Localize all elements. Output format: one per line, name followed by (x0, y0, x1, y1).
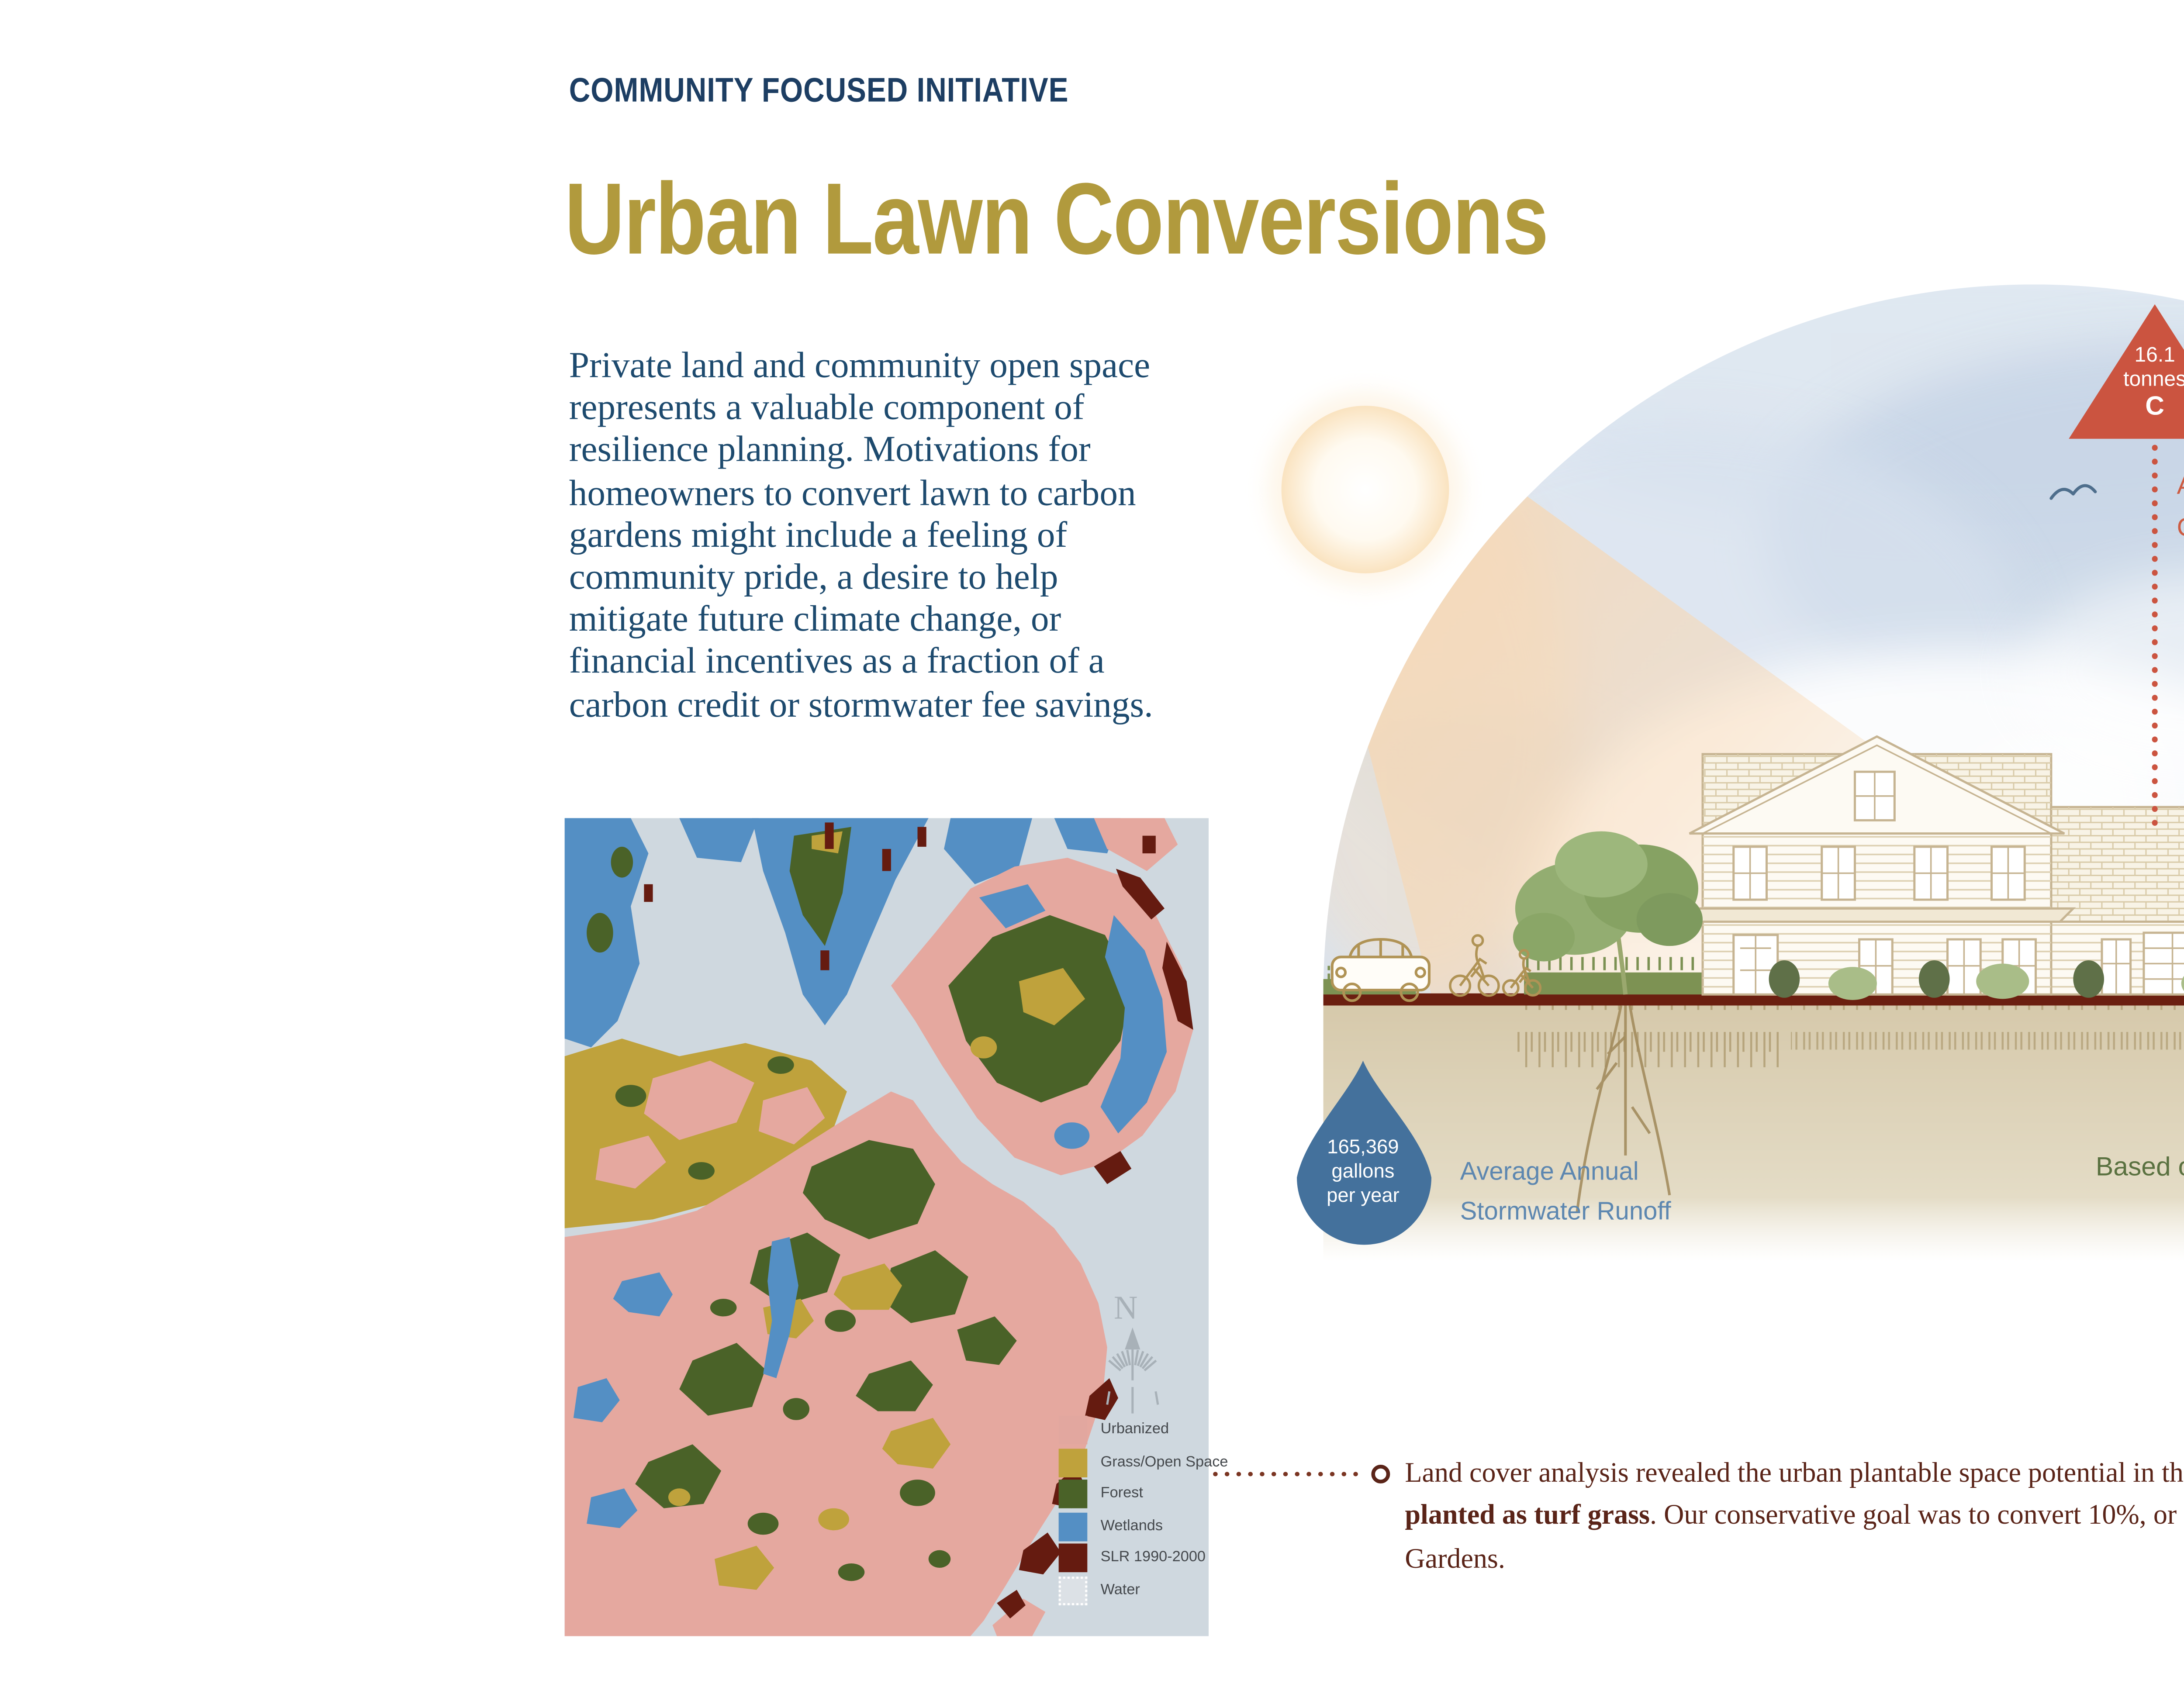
runoff-label: Average Annual Stormwater Runoff (1460, 1153, 1671, 1233)
map-legend: Urbanized Grass/Open Space Forest Wetlan… (1058, 1415, 1301, 1609)
label-line: Stormwater Runoff (1460, 1199, 1671, 1226)
legend-label: Water (1100, 1583, 1140, 1599)
household-carbon-label: Average Annual Household Carbon Footprin… (2177, 467, 2184, 550)
sky-dome (1323, 284, 2184, 995)
element-symbol: C (2145, 390, 2165, 421)
footnote-segment: Land cover analysis revealed the urban p… (1405, 1457, 2184, 1489)
land-cover-map (564, 818, 1209, 1636)
legend-row: Forest (1058, 1480, 1301, 1509)
legend-label: Forest (1100, 1487, 1143, 1502)
period: per year (1327, 1184, 1400, 1206)
legend-swatch-grass (1058, 1448, 1088, 1477)
eyebrow-label: COMMUNITY FOCUSED INITIATIVE (569, 72, 1069, 110)
footnote-connector (1213, 1464, 1390, 1483)
label-line: Average Annual (1460, 1159, 1639, 1187)
legend-label: SLR 1990-2000 (1100, 1551, 1206, 1566)
unit: gallons (1331, 1159, 1395, 1182)
runoff-value: 165,369 gallons per year (1284, 1135, 1443, 1208)
legend-swatch-forest (1058, 1480, 1088, 1509)
tree-illustration (1513, 831, 1703, 995)
unit: tonnes (2123, 367, 2184, 392)
value: 16.1 (2134, 344, 2175, 369)
legend-swatch-wetlands (1058, 1512, 1088, 1541)
household-carbon-triangle (2069, 304, 2184, 439)
household-carbon-value: 16.1 tonnes C (2089, 344, 2184, 421)
legend-row: Urbanized (1058, 1415, 1301, 1445)
legend-label: Grass/Open Space (1100, 1454, 1228, 1470)
shrubs (1769, 960, 2184, 1000)
legend-row: Water (1058, 1577, 1301, 1605)
car-illustration (1330, 938, 1431, 1002)
roots-zone (1791, 1005, 2184, 1050)
north-label: N (1113, 1292, 1138, 1328)
label-line: Average Annual Household (2177, 467, 2184, 509)
roots-zone (1517, 1005, 1782, 1072)
legend-label: Wetlands (1100, 1518, 1163, 1535)
footnote-segment: . Our conservative goal was to convert 1… (1650, 1500, 2184, 1531)
tree-roots (1576, 1005, 1671, 1213)
legend-row: SLR 1990-2000 (1058, 1544, 1301, 1573)
legend-row: Grass/Open Space (1058, 1448, 1301, 1477)
intro-paragraph: Private land and community open space re… (569, 344, 1153, 725)
legend-swatch-urbanized (1058, 1415, 1088, 1445)
value: 165,369 (1327, 1135, 1399, 1158)
footnote-segment: , to Chesapeake Carbon Gardens. (1405, 1542, 1505, 1574)
bird-icon (2049, 484, 2097, 500)
cyclists-illustration (1449, 934, 1542, 997)
label-line: space, and 70% lawn (1808, 1190, 2184, 1235)
footnote-segment-bold: 1,131 acres currently planted as turf gr… (1405, 1500, 1650, 1531)
compass-needle-icon (1106, 1327, 1159, 1414)
legend-swatch-water (1058, 1577, 1088, 1605)
label-line: Annual Sequestration (1808, 1101, 2184, 1145)
water-drop-icon (1296, 1060, 1431, 1245)
sun-icon (1281, 406, 1449, 573)
sequestration-label: Annual Sequestration Based on 1/2 acre l… (1808, 1101, 2184, 1235)
legend-row: Wetlands (1058, 1512, 1301, 1541)
label-line: Based on 1/2 acre lot with 30% imperviou… (2095, 1152, 2184, 1183)
house-illustration (1655, 735, 2184, 996)
legend-label: Urbanized (1100, 1422, 1169, 1438)
map-graphic (564, 818, 1209, 1636)
page-title: Urban Lawn Conversions (564, 161, 1549, 276)
footnote-text: Land cover analysis revealed the urban p… (1405, 1453, 2184, 1580)
label-line: Carbon Footprint (2177, 509, 2184, 550)
legend-swatch-slr (1058, 1544, 1088, 1573)
